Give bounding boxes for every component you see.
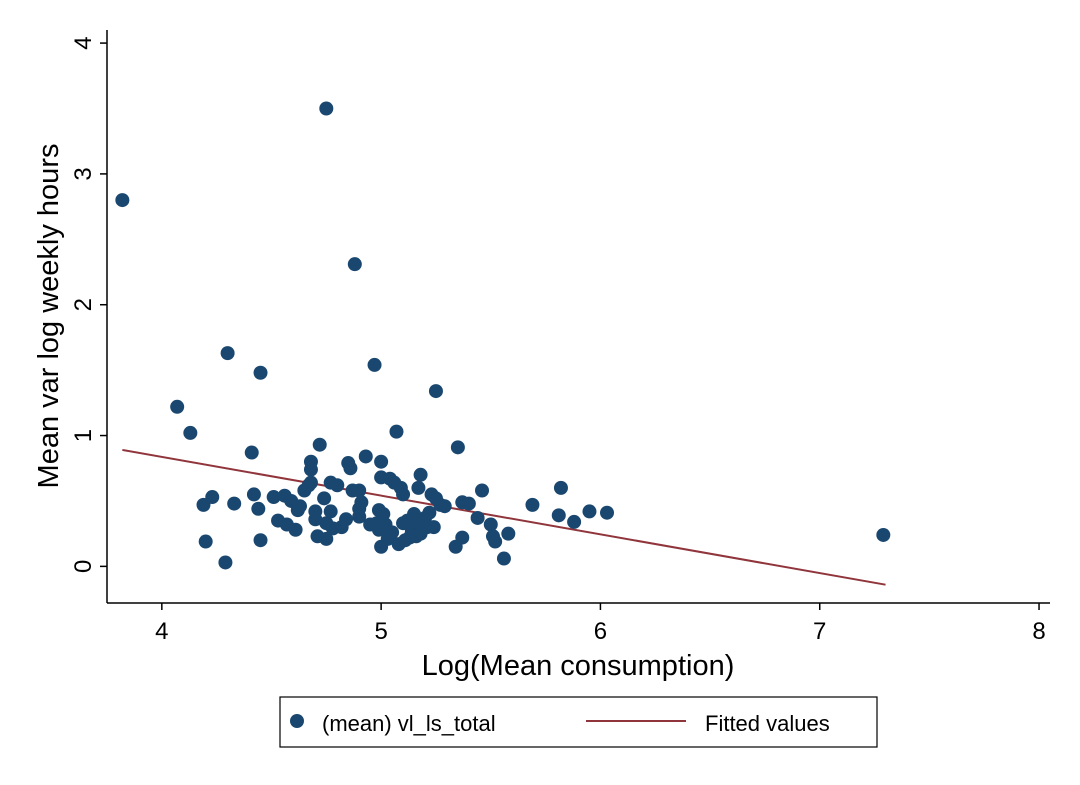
scatter-point bbox=[600, 505, 615, 520]
scatter-point bbox=[354, 495, 369, 510]
scatter-point bbox=[251, 501, 266, 516]
scatter-point bbox=[501, 526, 516, 541]
scatter-point bbox=[496, 551, 511, 566]
legend-label-scatter: (mean) vl_ls_total bbox=[322, 711, 496, 736]
scatter-point bbox=[330, 478, 345, 493]
scatter-point bbox=[525, 497, 540, 512]
scatter-point bbox=[352, 483, 367, 498]
scatter-point bbox=[317, 491, 332, 506]
scatter-point bbox=[319, 531, 334, 546]
scatter-point bbox=[413, 467, 428, 482]
scatter-point bbox=[246, 487, 261, 502]
scatter-point bbox=[483, 517, 498, 532]
scatter-point bbox=[428, 384, 443, 399]
fitted-line-layer bbox=[122, 448, 886, 586]
scatter-point bbox=[303, 462, 318, 477]
legend-label-fitted: Fitted values bbox=[705, 711, 830, 736]
scatter-point bbox=[475, 483, 490, 498]
scatter-point bbox=[220, 346, 235, 361]
x-tick-label: 7 bbox=[813, 618, 826, 645]
scatter-point bbox=[437, 499, 452, 514]
y-tick-label: 0 bbox=[70, 560, 97, 573]
scatter-point bbox=[288, 522, 303, 537]
scatter-point bbox=[461, 496, 476, 511]
scatter-point bbox=[352, 509, 367, 524]
scatter-point bbox=[292, 499, 307, 514]
scatter-point bbox=[876, 527, 891, 542]
scatter-point bbox=[343, 461, 358, 476]
scatter-point bbox=[183, 425, 198, 440]
scatter-point bbox=[253, 365, 268, 380]
scatter-point bbox=[374, 454, 389, 469]
scatter-point bbox=[567, 514, 582, 529]
x-tick-label: 6 bbox=[594, 618, 607, 645]
scatter-point bbox=[385, 525, 400, 540]
scatter-point bbox=[455, 530, 470, 545]
y-tick-label: 2 bbox=[70, 298, 97, 311]
scatter-point bbox=[376, 507, 391, 522]
scatter-point bbox=[396, 487, 411, 502]
legend-box bbox=[279, 696, 878, 748]
scatter-point bbox=[553, 480, 568, 495]
x-tick-label: 8 bbox=[1032, 618, 1045, 645]
scatter-point bbox=[319, 101, 334, 116]
y-tick-label: 1 bbox=[70, 429, 97, 442]
scatter-point bbox=[323, 504, 338, 519]
scatter-point bbox=[218, 555, 233, 570]
scatter-point bbox=[426, 520, 441, 535]
scatter-point bbox=[411, 480, 426, 495]
scatter-point bbox=[347, 257, 362, 272]
scatter-point bbox=[450, 440, 465, 455]
legend: (mean) vl_ls_total Fitted values bbox=[279, 696, 878, 748]
scatter-point bbox=[367, 357, 382, 372]
scatter-point bbox=[358, 449, 373, 464]
scatter-point bbox=[422, 505, 437, 520]
scatter-point bbox=[303, 475, 318, 490]
scatter-point bbox=[115, 193, 130, 208]
scatter-point bbox=[205, 490, 220, 505]
scatter-point bbox=[170, 399, 185, 414]
y-tick-label: 3 bbox=[70, 167, 97, 180]
y-axis-ticks: 0 1 2 3 4 bbox=[70, 36, 107, 573]
scatter-point bbox=[551, 508, 566, 523]
scatter-point bbox=[582, 504, 597, 519]
scatter-point bbox=[266, 490, 281, 505]
scatter-point bbox=[488, 534, 503, 549]
scatter-point bbox=[227, 496, 242, 511]
scatter-point bbox=[339, 512, 354, 527]
legend-marker-scatter bbox=[290, 714, 304, 728]
y-tick-label: 4 bbox=[70, 36, 97, 49]
scatter-point bbox=[312, 437, 327, 452]
scatter-point bbox=[389, 424, 404, 439]
y-axis-title: Mean var log weekly hours bbox=[33, 144, 65, 489]
x-axis-title: Log(Mean consumption) bbox=[422, 650, 735, 682]
x-axis-ticks: 4 5 6 7 8 bbox=[155, 603, 1046, 645]
scatter-point bbox=[198, 534, 213, 549]
x-tick-label: 4 bbox=[155, 618, 168, 645]
fitted-values-line bbox=[122, 448, 886, 586]
scatter-point bbox=[308, 512, 323, 527]
scatter-point bbox=[253, 533, 268, 548]
scatter-point bbox=[244, 445, 259, 460]
scatter-point bbox=[470, 510, 485, 525]
scatter-points-layer bbox=[115, 101, 891, 570]
x-tick-label: 5 bbox=[374, 618, 387, 645]
